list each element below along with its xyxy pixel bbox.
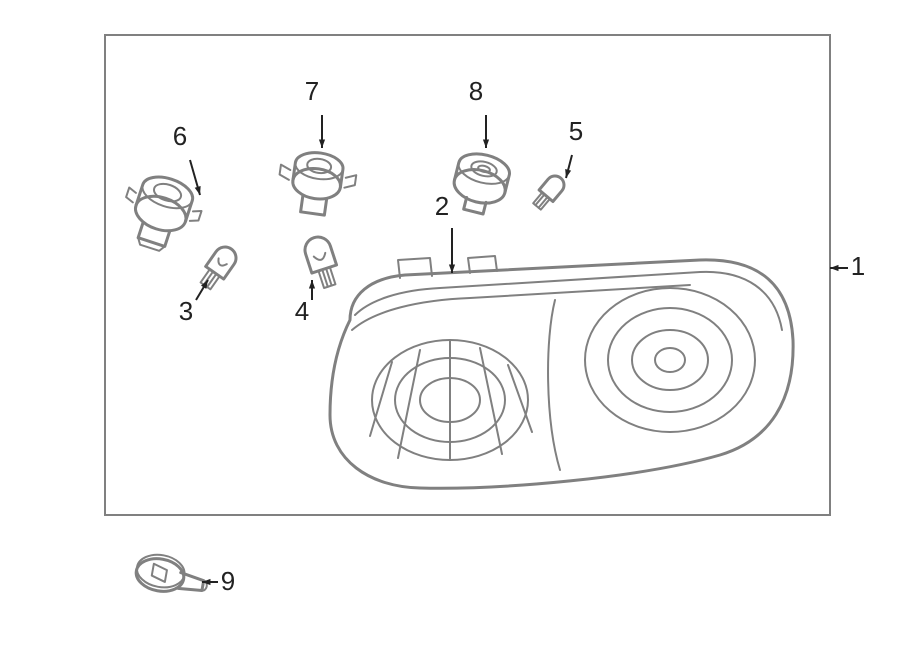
retainer-clip bbox=[134, 551, 211, 599]
callout-lens-and-housing: 2 bbox=[435, 191, 449, 221]
callout-bulb-5: 5 bbox=[569, 116, 583, 146]
callout-bulb-3: 3 bbox=[179, 296, 193, 326]
callout-lamp-assembly: 1 bbox=[851, 251, 865, 281]
socket-8 bbox=[448, 149, 512, 218]
socket-6 bbox=[113, 168, 208, 260]
callout-bulb-4: 4 bbox=[295, 296, 309, 326]
socket-7 bbox=[275, 148, 359, 219]
callout-socket-6: 6 bbox=[173, 121, 187, 151]
parts-diagram: 1 2 3 4 5 6 7 8 9 bbox=[0, 0, 900, 661]
lens-housing bbox=[330, 256, 793, 488]
callout-socket-7: 7 bbox=[305, 76, 319, 106]
callout-retainer-clip: 9 bbox=[221, 566, 235, 596]
diagram-frame bbox=[105, 35, 830, 515]
callouts-layer: 1 2 3 4 5 6 7 8 9 bbox=[173, 76, 865, 596]
bulb-4 bbox=[302, 234, 342, 291]
bulb-5 bbox=[530, 172, 568, 212]
callout-socket-8: 8 bbox=[469, 76, 483, 106]
